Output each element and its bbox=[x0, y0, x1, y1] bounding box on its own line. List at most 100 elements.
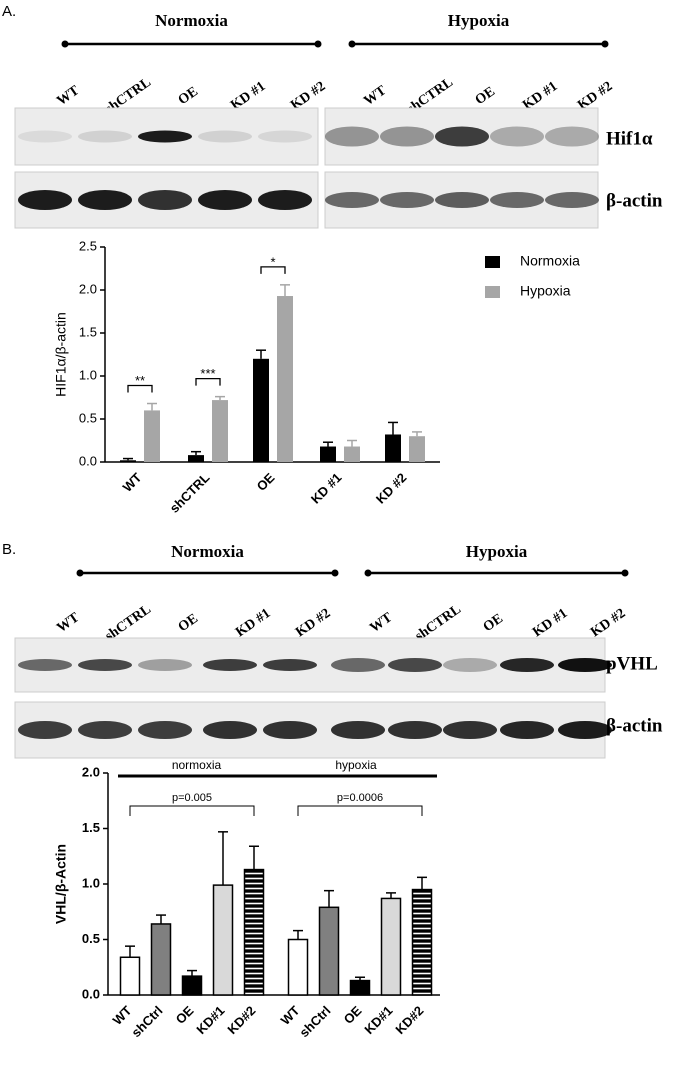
bar bbox=[243, 868, 265, 996]
condition-dot bbox=[61, 40, 69, 48]
bar bbox=[380, 897, 402, 996]
bar bbox=[212, 884, 234, 996]
blot-band bbox=[331, 721, 385, 739]
blot-band bbox=[443, 721, 497, 739]
condition-label: Normoxia bbox=[155, 11, 228, 30]
blot-band bbox=[558, 721, 612, 739]
condition-dot bbox=[76, 569, 84, 577]
blot-band bbox=[18, 130, 72, 143]
blot-band bbox=[331, 658, 385, 672]
lane-label: WT bbox=[54, 610, 82, 636]
bar bbox=[349, 979, 371, 996]
y-tick-label: 2.5 bbox=[79, 238, 97, 253]
blot-band bbox=[500, 721, 554, 739]
blot-label: pVHL bbox=[606, 653, 658, 674]
blot-band bbox=[78, 190, 132, 210]
blot-band bbox=[18, 721, 72, 739]
bar bbox=[119, 956, 141, 996]
blot-band bbox=[203, 659, 257, 671]
blot-band bbox=[558, 658, 612, 672]
significance-bracket bbox=[127, 384, 153, 393]
x-tick-label: KD #2 bbox=[373, 470, 410, 507]
blot-band bbox=[78, 130, 132, 143]
condition-label: Normoxia bbox=[171, 542, 244, 561]
blot-label: β-actin bbox=[606, 190, 663, 211]
blot-band bbox=[325, 126, 379, 147]
comparison-bracket bbox=[297, 805, 423, 816]
group-label: normoxia bbox=[172, 758, 222, 772]
condition-label: Hypoxia bbox=[448, 11, 510, 30]
bar bbox=[253, 358, 269, 462]
bar bbox=[144, 410, 160, 462]
blot-band bbox=[380, 126, 434, 147]
y-tick-label: 0.0 bbox=[79, 453, 97, 468]
x-tick-label: WT bbox=[278, 1003, 303, 1028]
panel-label: B. bbox=[2, 541, 16, 558]
condition-dot bbox=[348, 40, 356, 48]
significance-label: ** bbox=[135, 373, 145, 388]
lane-label: OE bbox=[481, 611, 506, 635]
blot-band bbox=[443, 658, 497, 672]
y-tick-label: 0.0 bbox=[82, 986, 100, 1001]
x-tick-label: KD#2 bbox=[392, 1003, 426, 1037]
blot-band bbox=[435, 126, 489, 147]
lane-label: OE bbox=[176, 611, 201, 635]
blot-band bbox=[138, 130, 192, 143]
bar bbox=[120, 460, 136, 462]
blot-band bbox=[138, 721, 192, 739]
blot-band bbox=[78, 721, 132, 739]
panel-label: A. bbox=[2, 3, 16, 20]
bar bbox=[385, 434, 401, 462]
blot-band bbox=[78, 659, 132, 671]
y-axis-label: HIF1α/β-actin bbox=[53, 312, 69, 397]
condition-dot bbox=[331, 569, 339, 577]
lane-label: OE bbox=[176, 84, 201, 108]
x-tick-label: shCTRL bbox=[167, 470, 213, 516]
condition-label: Hypoxia bbox=[466, 542, 528, 561]
y-axis-label: VHL/β-Actin bbox=[53, 844, 69, 924]
blot-band bbox=[18, 190, 72, 210]
y-tick-label: 2.0 bbox=[79, 281, 97, 296]
blot-band bbox=[490, 192, 544, 208]
blot-band bbox=[258, 130, 312, 143]
blot-band bbox=[545, 192, 599, 208]
bar bbox=[150, 923, 172, 996]
bar bbox=[277, 296, 293, 462]
x-tick-label: KD #1 bbox=[308, 470, 345, 507]
blot-band bbox=[198, 190, 252, 210]
comparison-label: p=0.0006 bbox=[337, 792, 383, 804]
legend-label: Hypoxia bbox=[520, 283, 571, 299]
legend-label: Normoxia bbox=[520, 253, 580, 269]
condition-dot bbox=[601, 40, 609, 48]
comparison-label: p=0.005 bbox=[172, 792, 212, 804]
blot-band bbox=[380, 192, 434, 208]
bar bbox=[318, 906, 340, 996]
blot-band bbox=[203, 721, 257, 739]
blot-label: β-actin bbox=[606, 715, 663, 736]
bar bbox=[409, 436, 425, 462]
x-tick-label: WT bbox=[110, 1003, 135, 1028]
x-tick-label: shCtrl bbox=[296, 1003, 333, 1040]
lane-label: KD #2 bbox=[293, 606, 333, 640]
blot-band bbox=[325, 192, 379, 208]
bar bbox=[181, 975, 203, 996]
bar bbox=[344, 446, 360, 462]
blot-band bbox=[500, 658, 554, 672]
blot-band bbox=[388, 721, 442, 739]
bar bbox=[320, 446, 336, 462]
comparison-bracket bbox=[129, 805, 255, 816]
bar bbox=[411, 888, 433, 996]
lane-label: OE bbox=[473, 84, 498, 108]
blot-band bbox=[545, 126, 599, 147]
blot-band bbox=[18, 659, 72, 671]
condition-dot bbox=[364, 569, 372, 577]
y-tick-label: 0.5 bbox=[79, 410, 97, 425]
blot-band bbox=[435, 192, 489, 208]
y-tick-label: 0.5 bbox=[82, 931, 100, 946]
x-tick-label: KD#2 bbox=[224, 1003, 258, 1037]
x-tick-label: shCtrl bbox=[128, 1003, 165, 1040]
significance-label: *** bbox=[200, 366, 215, 381]
lane-label: WT bbox=[361, 83, 389, 109]
y-tick-label: 1.5 bbox=[79, 324, 97, 339]
